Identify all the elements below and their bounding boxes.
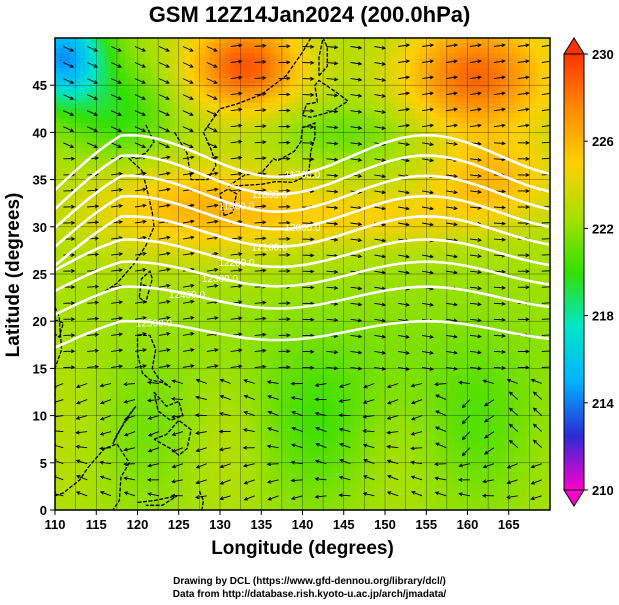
lon-tick-label: 140 xyxy=(292,517,314,532)
height-contour-line xyxy=(55,238,550,272)
y-axis-label: Latitude (degrees) xyxy=(3,192,24,358)
colorbar-label: 218 xyxy=(592,309,614,324)
coastline-segment xyxy=(58,124,155,313)
grid-lines xyxy=(55,38,550,510)
coastline-segment xyxy=(55,467,89,497)
coastline-segment xyxy=(219,188,238,217)
credit-drawing: Drawing by DCL (https://www.gfd-dennou.o… xyxy=(173,576,446,587)
latitude-ticks: 0 5 10 15 20 25 30 35 40 45 xyxy=(33,78,55,518)
height-contour-line xyxy=(55,285,550,316)
lat-tick-label: 10 xyxy=(33,409,47,424)
lon-tick-label: 145 xyxy=(333,517,355,532)
longitude-ticks: 110 115 120 125 130 135 140 145 150 155 160 165 xyxy=(45,510,520,532)
lon-tick-label: 110 xyxy=(45,517,66,532)
lat-tick-label: 0 xyxy=(40,503,47,518)
height-contour-line xyxy=(55,215,550,267)
lat-tick-label: 40 xyxy=(33,125,47,140)
wind-streamlines xyxy=(55,43,550,501)
contour-label: 12300.0 xyxy=(202,274,239,285)
height-contour-line xyxy=(55,133,550,191)
colorbar-label: 210 xyxy=(592,483,614,498)
height-contour-line xyxy=(55,174,550,229)
lat-tick-label: 5 xyxy=(40,456,47,471)
lat-tick-label: 45 xyxy=(33,78,47,93)
contour-label: 11900.0 xyxy=(219,201,255,212)
contour-label: 12500.0 xyxy=(136,319,173,330)
contour-label: 12400.0 xyxy=(169,290,206,301)
lon-tick-label: 115 xyxy=(86,517,107,532)
height-contour-line xyxy=(55,194,550,248)
coastline-segment xyxy=(227,122,316,187)
colorbar-label: 214 xyxy=(592,396,614,411)
contour-label: 12200.0 xyxy=(218,258,255,269)
coastline-segment xyxy=(301,79,350,118)
lat-tick-label: 30 xyxy=(33,220,47,235)
colorbar-label: 226 xyxy=(592,134,614,149)
coastline-segment xyxy=(153,419,192,457)
contour-label: 11700.0 xyxy=(285,170,321,181)
height-contour-line xyxy=(55,319,550,349)
chart-title: GSM 12Z14Jan2024 (200.0hPa) xyxy=(148,2,471,27)
lon-tick-label: 135 xyxy=(250,517,272,532)
lon-tick-label: 155 xyxy=(415,517,437,532)
x-axis-label: Longitude (degrees) xyxy=(211,538,394,559)
lon-tick-label: 150 xyxy=(374,517,396,532)
contour-label: 12000.0 xyxy=(284,223,321,234)
credit-data: Data from http://database.rish.kyoto-u.a… xyxy=(172,589,447,600)
contour-label: 12100.0 xyxy=(251,242,288,253)
height-contour-line xyxy=(55,154,550,210)
colorbar-label: 230 xyxy=(592,47,614,62)
coastline-segment xyxy=(198,490,205,510)
lat-tick-label: 20 xyxy=(33,314,47,329)
height-contour-line xyxy=(55,260,550,293)
lat-tick-label: 35 xyxy=(33,173,47,188)
lat-tick-label: 25 xyxy=(33,267,47,282)
colorbar: 230 226 222 218 214 210 xyxy=(563,37,614,507)
lon-tick-label: 165 xyxy=(498,517,520,532)
lat-tick-label: 15 xyxy=(33,361,47,376)
lon-tick-label: 125 xyxy=(168,517,190,532)
credits: Drawing by DCL (https://www.gfd-dennou.o… xyxy=(0,575,619,601)
lon-tick-label: 160 xyxy=(457,517,479,532)
lon-tick-label: 120 xyxy=(127,517,149,532)
colorbar-label: 222 xyxy=(592,221,614,236)
lon-tick-label: 130 xyxy=(209,517,231,532)
coastline-segment xyxy=(318,38,328,77)
coastline-segment xyxy=(112,405,137,445)
contour-label: 11800.0 xyxy=(252,190,288,201)
